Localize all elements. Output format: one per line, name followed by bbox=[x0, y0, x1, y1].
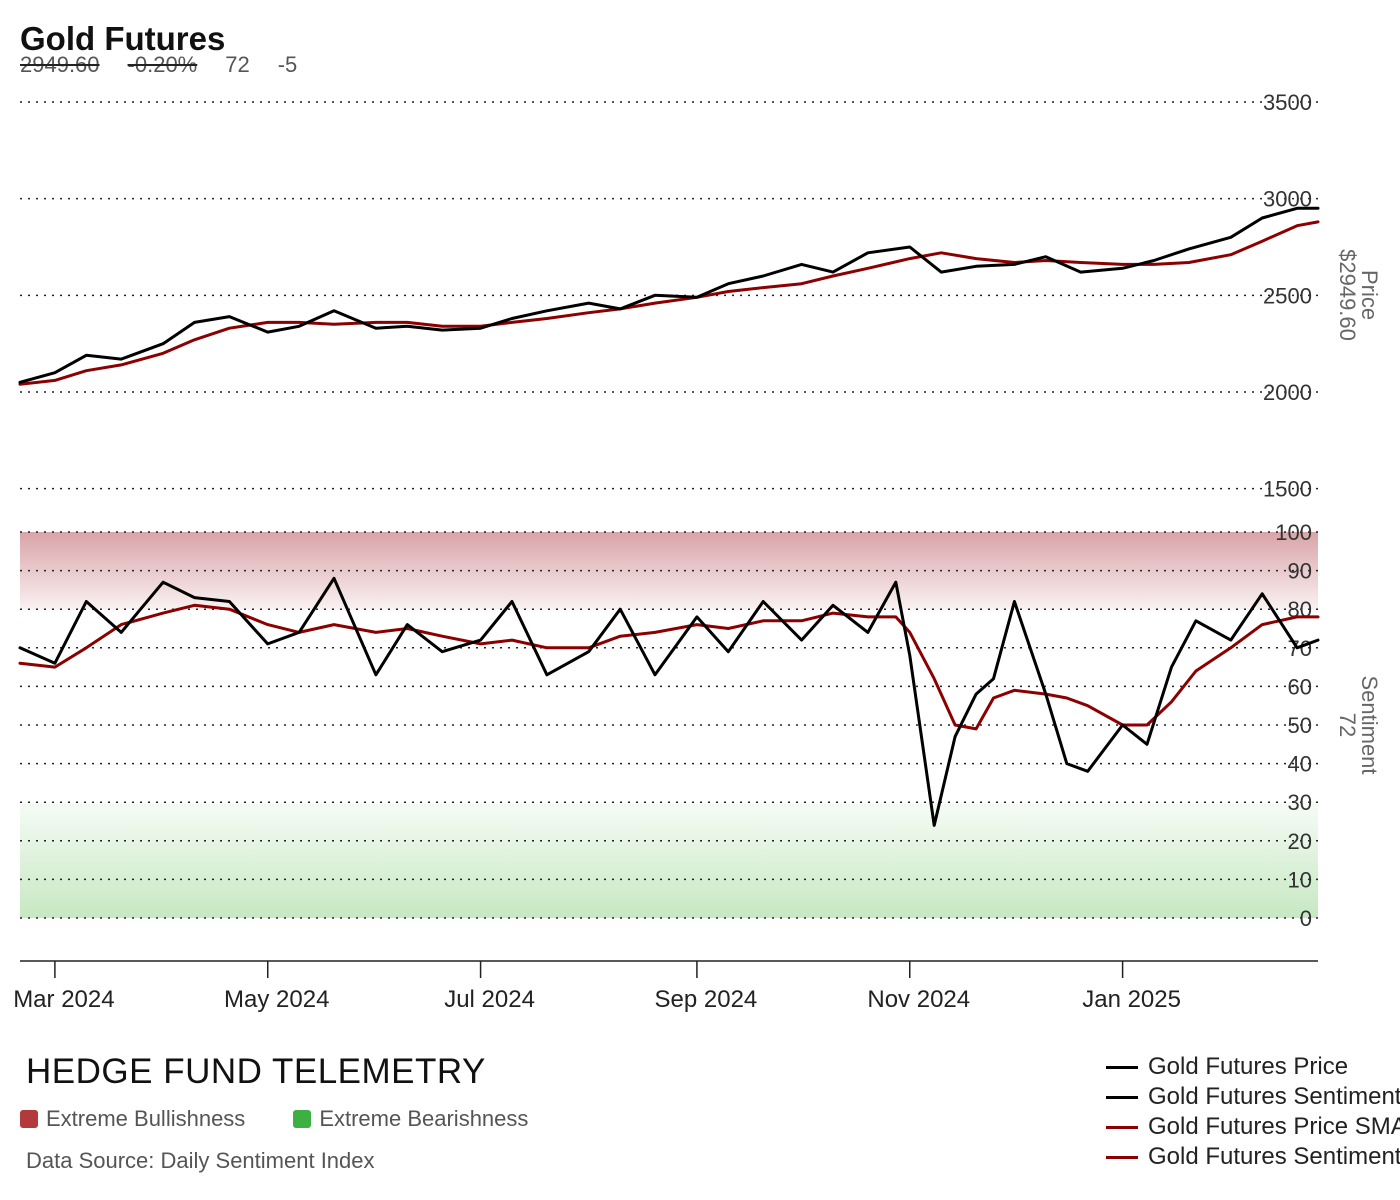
legend-label-sentiment-sma: Gold Futures Sentiment SMA bbox=[1148, 1143, 1400, 1170]
zone-legend-bearish-label: Extreme Bearishness bbox=[319, 1106, 529, 1131]
sentiment-change: -5 bbox=[277, 52, 298, 77]
zone-legend-bearish: Extreme Bearishness bbox=[293, 1106, 528, 1132]
legend-label-sentiment: Gold Futures Sentiment bbox=[1148, 1083, 1400, 1110]
x-tick-label: May 2024 bbox=[224, 986, 329, 1013]
price-tick-label: 1500 bbox=[1263, 477, 1312, 502]
data-source: Data Source: Daily Sentiment Index bbox=[26, 1148, 375, 1173]
chart-canvas: 1500200025003000350001020304050607080901… bbox=[13, 90, 1382, 1013]
price-tick-label: 2500 bbox=[1263, 283, 1312, 308]
sentiment-tick-label: 100 bbox=[1275, 520, 1312, 545]
zone-legend-bullish: Extreme Bullishness bbox=[20, 1106, 245, 1132]
sentiment-tick-label: 10 bbox=[1288, 867, 1312, 892]
quote-line: 2949.60 -0.20% 72 -5 bbox=[20, 52, 325, 78]
legend-label-price-sma: Gold Futures Price SMA bbox=[1148, 1113, 1400, 1140]
sentiment-axis-title: Sentiment72 bbox=[1335, 675, 1382, 774]
bearish-swatch bbox=[293, 1110, 312, 1128]
sentiment-line bbox=[18, 576, 1320, 827]
legend-line-price-sma bbox=[1106, 1125, 1138, 1129]
legend-line-sentiment bbox=[1106, 1095, 1138, 1099]
chart-title: Gold Futures bbox=[20, 20, 226, 57]
x-tick-label: Sep 2024 bbox=[655, 986, 758, 1013]
legend-line-price bbox=[1106, 1065, 1138, 1069]
sentiment-sma-line bbox=[18, 603, 1320, 731]
sentiment-value: 72 bbox=[225, 52, 250, 77]
legend-item-price-sma[interactable]: Gold Futures Price SMA bbox=[1106, 1112, 1400, 1142]
legend-line-sentiment-sma bbox=[1106, 1155, 1138, 1159]
sentiment-tick-label: 20 bbox=[1288, 829, 1312, 854]
sentiment-tick-label: 90 bbox=[1288, 559, 1312, 584]
x-tick-label: Jul 2024 bbox=[444, 986, 535, 1013]
sentiment-tick-label: 50 bbox=[1288, 713, 1312, 738]
price-sma-line bbox=[18, 220, 1320, 386]
series-legend: Gold Futures Price Gold Futures Sentimen… bbox=[1106, 1052, 1400, 1172]
price-tick-label: 2000 bbox=[1263, 380, 1312, 405]
extreme-bearishness-band bbox=[20, 802, 1318, 918]
legend-item-sentiment-sma[interactable]: Gold Futures Sentiment SMA bbox=[1106, 1142, 1400, 1172]
sentiment-tick-label: 30 bbox=[1288, 790, 1312, 815]
last-price: 2949.60 bbox=[20, 52, 100, 77]
sentiment-tick-label: 40 bbox=[1288, 752, 1312, 777]
brand-name: HEDGE FUND TELEMETRY bbox=[26, 1052, 486, 1091]
price-change-pct: -0.20% bbox=[127, 52, 198, 77]
legend-label-price: Gold Futures Price bbox=[1148, 1053, 1349, 1080]
sentiment-tick-label: 0 bbox=[1300, 906, 1312, 931]
price-tick-label: 3500 bbox=[1263, 90, 1312, 115]
price-axis-title: Price$2949.60 bbox=[1335, 249, 1382, 341]
legend-item-price[interactable]: Gold Futures Price bbox=[1106, 1052, 1400, 1082]
bullish-swatch bbox=[20, 1110, 38, 1128]
x-tick-label: Nov 2024 bbox=[867, 986, 970, 1013]
zone-legend-bullish-label: Extreme Bullishness bbox=[46, 1106, 246, 1131]
legend-item-sentiment[interactable]: Gold Futures Sentiment bbox=[1106, 1082, 1400, 1112]
x-tick-label: Mar 2024 bbox=[13, 986, 114, 1013]
sentiment-tick-label: 60 bbox=[1288, 674, 1312, 699]
zone-legend: Extreme Bullishness Extreme Bearishness bbox=[20, 1106, 528, 1132]
price-line bbox=[18, 206, 1320, 384]
x-tick-label: Jan 2025 bbox=[1082, 986, 1181, 1013]
